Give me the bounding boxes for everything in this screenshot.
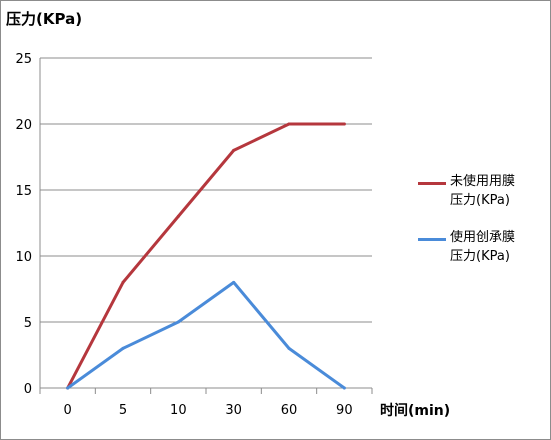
axes: [39, 58, 373, 394]
data-point-series-2-0: [66, 386, 70, 390]
legend-swatch-series-2: [418, 238, 446, 241]
y-tick-label-20: 20: [15, 118, 32, 133]
data-point-series-1-30: [232, 148, 236, 152]
legend-item-series-1: 未使用用膜 压力(KPa): [418, 172, 548, 212]
data-point-series-1-10: [176, 214, 180, 218]
x-tick-label-5: 5: [119, 403, 127, 418]
y-tick-label-5: 5: [24, 316, 32, 331]
data-point-series-2-5: [121, 346, 125, 350]
x-tick-label-90: 90: [336, 403, 353, 418]
y-axis-label: 压力(KPa): [6, 10, 83, 28]
series-lines: [66, 122, 346, 390]
y-tick-labels: 0 5 10 15 20 25: [15, 52, 32, 397]
data-point-series-2-90: [342, 386, 346, 390]
grid-lines: [40, 57, 372, 323]
data-point-series-1-90: [342, 122, 346, 126]
y-tick-label-25: 25: [15, 52, 32, 67]
data-point-series-2-30: [232, 280, 236, 284]
x-tick-label-0: 0: [64, 403, 72, 418]
data-point-series-2-60: [287, 346, 291, 350]
legend-label-series-1: 未使用用膜 压力(KPa): [450, 174, 516, 208]
x-axis-label: 时间(min): [380, 403, 451, 419]
legend-label-series-2: 使用创承膜 压力(KPa): [450, 230, 516, 264]
x-tick-label-10: 10: [170, 403, 187, 418]
data-point-series-1-60: [287, 122, 291, 126]
y-tick-label-10: 10: [15, 250, 32, 265]
x-tick-label-30: 30: [225, 403, 242, 418]
y-tick-label-15: 15: [15, 184, 32, 199]
y-tick-label-0: 0: [24, 382, 32, 397]
series-line-2: [66, 280, 346, 390]
x-tick-labels: 0 5 10 30 60 90: [64, 403, 353, 418]
data-point-series-1-5: [121, 280, 125, 284]
x-tick-label-60: 60: [281, 403, 298, 418]
legend-swatch-series-1: [418, 182, 446, 185]
data-point-series-2-10: [176, 320, 180, 324]
series-line-1: [66, 122, 346, 390]
legend-item-series-2: 使用创承膜 压力(KPa): [418, 228, 548, 268]
legend: 未使用用膜 压力(KPa) 使用创承膜 压力(KPa): [418, 172, 548, 284]
